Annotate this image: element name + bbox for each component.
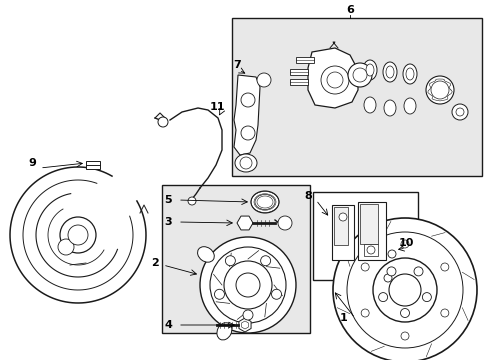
Circle shape [278,216,291,230]
Bar [162,185,309,333]
Circle shape [372,258,436,322]
Circle shape [347,63,371,87]
Circle shape [260,256,270,266]
Circle shape [332,218,476,360]
Ellipse shape [197,247,214,262]
Bar [359,204,377,244]
Circle shape [240,157,251,169]
Text: 6: 6 [346,5,353,15]
Circle shape [338,213,346,221]
Circle shape [440,263,448,271]
Circle shape [209,247,285,323]
Circle shape [430,81,448,99]
Text: 8: 8 [304,191,311,201]
Circle shape [361,309,368,317]
Circle shape [352,68,366,82]
Circle shape [326,72,342,88]
Ellipse shape [383,100,395,116]
Circle shape [387,250,395,258]
Circle shape [413,267,422,276]
Circle shape [386,267,395,276]
Circle shape [224,261,271,309]
Ellipse shape [217,323,231,340]
Ellipse shape [363,97,375,113]
Circle shape [425,76,453,104]
Circle shape [271,289,281,299]
Ellipse shape [402,64,416,84]
Circle shape [236,273,260,297]
Circle shape [241,126,254,140]
Ellipse shape [235,154,257,172]
Ellipse shape [362,60,376,80]
Circle shape [200,237,295,333]
Text: 4: 4 [164,320,172,330]
Circle shape [214,289,224,299]
Circle shape [451,104,467,120]
Circle shape [422,293,430,302]
Text: 9: 9 [28,158,36,168]
Circle shape [400,332,408,340]
Text: 7: 7 [233,60,241,70]
Bar [331,205,353,260]
Text: 2: 2 [151,258,159,268]
Text: 3: 3 [164,217,171,227]
Ellipse shape [405,68,413,80]
Polygon shape [239,318,250,332]
Circle shape [400,309,408,318]
Bar [363,244,377,256]
Circle shape [383,274,391,282]
Bar [289,69,307,75]
Ellipse shape [403,98,415,114]
Polygon shape [234,75,260,155]
Text: 5: 5 [164,195,171,205]
Ellipse shape [365,64,373,76]
Bar [312,192,417,280]
Ellipse shape [382,62,396,82]
Circle shape [187,197,196,205]
Circle shape [257,73,270,87]
Polygon shape [307,48,357,108]
Ellipse shape [254,194,274,210]
Circle shape [346,232,462,348]
Circle shape [378,293,387,302]
Bar [295,57,313,63]
Circle shape [225,256,235,266]
Text: 11: 11 [209,102,224,112]
Bar [289,79,307,85]
Circle shape [366,246,374,254]
Bar [357,202,385,260]
Polygon shape [237,216,252,230]
Bar [86,161,100,169]
Text: 1: 1 [340,313,347,323]
Circle shape [440,309,448,317]
Text: 10: 10 [398,238,413,248]
Ellipse shape [250,191,279,213]
Circle shape [241,93,254,107]
Circle shape [60,217,96,253]
Circle shape [400,240,408,248]
Circle shape [158,117,168,127]
Circle shape [243,310,252,320]
Circle shape [68,225,88,245]
Ellipse shape [385,66,393,78]
Circle shape [455,108,463,116]
Circle shape [388,274,420,306]
Circle shape [58,239,74,255]
Bar [333,207,347,245]
Circle shape [320,66,348,94]
Circle shape [361,263,368,271]
Bar [231,18,481,176]
